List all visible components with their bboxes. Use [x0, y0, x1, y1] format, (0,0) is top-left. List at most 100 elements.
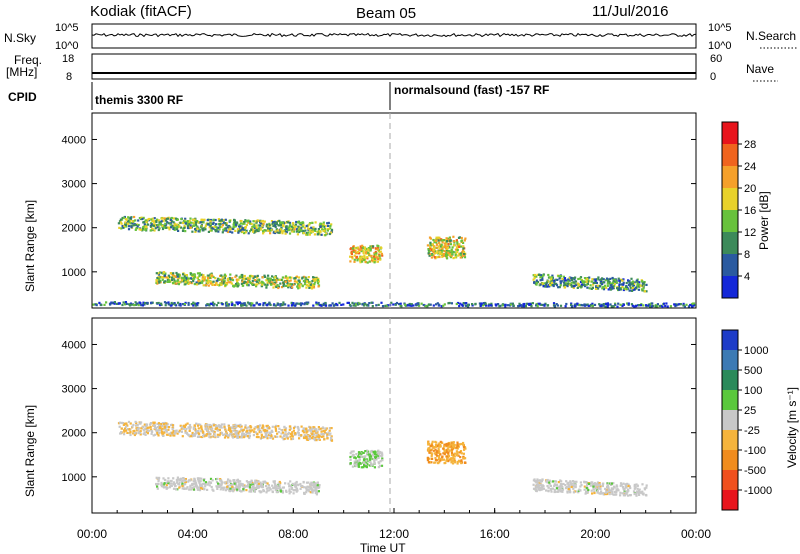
echo-cell — [136, 428, 139, 431]
echo-cell — [274, 483, 277, 487]
echo-cell — [363, 304, 366, 307]
echo-cell — [455, 239, 458, 242]
echo-cell — [462, 241, 465, 244]
echo-cell — [170, 433, 173, 436]
echo-cell — [230, 227, 233, 230]
colorbar-tick-label: 16 — [744, 205, 756, 217]
echo-cell — [460, 459, 463, 462]
echo-cell — [540, 480, 543, 483]
echo-cell — [163, 423, 166, 426]
echo-cell — [134, 219, 137, 222]
echo-cell — [186, 486, 189, 489]
echo-cell — [354, 304, 357, 307]
echo-cell — [158, 431, 161, 435]
echo-cell — [198, 489, 202, 492]
y-tick-label: 3000 — [62, 384, 86, 396]
echo-cell — [589, 484, 592, 487]
echo-cell — [181, 487, 184, 490]
echo-cell — [445, 442, 448, 446]
echo-cell — [601, 482, 604, 485]
echo-cell — [202, 479, 205, 482]
echo-cell — [161, 427, 164, 430]
echo-cell — [105, 301, 108, 304]
echo-cell — [208, 276, 211, 279]
echo-cell — [543, 282, 546, 285]
echo-cell — [368, 249, 371, 252]
echo-cell — [292, 283, 295, 286]
echo-cell — [560, 484, 563, 487]
echo-cell — [306, 278, 309, 281]
echo-cell — [645, 494, 648, 497]
echo-cell — [565, 279, 568, 282]
echo-cell — [183, 303, 186, 306]
echo-cell — [162, 486, 166, 489]
echo-cell — [619, 482, 623, 485]
echo-cell — [197, 302, 200, 305]
echo-cell — [123, 429, 126, 432]
echo-cell — [535, 486, 538, 489]
echo-cell — [232, 479, 235, 482]
echo-cell — [567, 282, 570, 285]
echo-cell — [448, 250, 451, 253]
echo-cell — [572, 281, 575, 284]
echo-cell — [353, 258, 356, 261]
echo-cell — [198, 481, 201, 484]
echo-cell — [312, 489, 316, 492]
echo-cell — [184, 222, 187, 225]
echo-cell — [169, 223, 172, 226]
echo-cell — [584, 280, 587, 283]
echo-cell — [270, 435, 273, 438]
echo-cell — [202, 221, 205, 224]
echo-cell — [286, 221, 290, 224]
echo-cell — [189, 224, 192, 227]
echo-cell — [570, 485, 573, 489]
echo-cell — [197, 478, 200, 481]
echo-cell — [249, 481, 252, 484]
echo-cell — [360, 466, 363, 469]
echo-cell — [165, 301, 168, 305]
echo-cell — [434, 458, 437, 462]
echo-cell — [321, 433, 324, 436]
echo-cell — [354, 464, 357, 467]
echo-cell — [182, 487, 186, 490]
echo-cell — [532, 274, 535, 277]
echo-cell — [315, 492, 318, 495]
echo-cell — [113, 302, 116, 305]
echo-cell — [229, 226, 232, 229]
echo-cell — [570, 281, 573, 284]
echo-cell — [241, 483, 245, 486]
echo-cell — [562, 275, 565, 278]
echo-cell — [289, 435, 292, 438]
echo-cell — [306, 485, 309, 488]
echo-cell — [264, 435, 267, 439]
echo-cell — [600, 490, 603, 493]
echo-cell — [302, 221, 305, 224]
echo-cell — [218, 278, 221, 281]
echo-cell — [552, 480, 555, 483]
echo-cell — [439, 445, 442, 448]
echo-cell — [317, 303, 320, 306]
echo-cell — [309, 487, 312, 490]
echo-cell — [436, 444, 440, 448]
echo-cell — [187, 220, 190, 223]
echo-cell — [381, 305, 385, 308]
echo-cell — [173, 274, 176, 278]
echo-cell — [542, 303, 545, 307]
echo-cell — [154, 227, 157, 230]
echo-cell — [150, 422, 153, 425]
echo-cell — [280, 278, 284, 281]
echo-cell — [607, 486, 610, 489]
echo-cell — [555, 303, 558, 306]
colorbar-segment — [722, 330, 738, 351]
echo-cell — [214, 277, 217, 280]
echo-cell — [528, 303, 531, 306]
echo-cell — [292, 224, 295, 227]
echo-cell — [324, 428, 327, 431]
echo-cell — [142, 432, 145, 436]
echo-cell — [178, 281, 181, 284]
echo-cell — [133, 304, 136, 307]
echo-cell — [548, 483, 551, 486]
echo-cell — [292, 492, 295, 495]
echo-cell — [456, 251, 459, 254]
echo-cell — [309, 429, 312, 432]
